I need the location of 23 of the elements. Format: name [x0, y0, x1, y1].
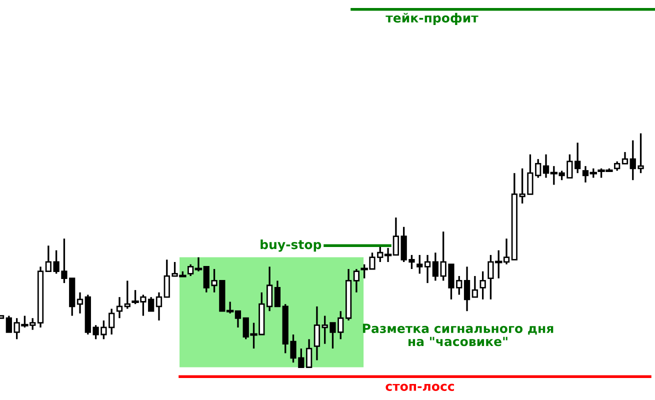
candlestick — [45, 244, 52, 272]
candlestick — [274, 280, 281, 308]
candlestick — [472, 275, 478, 298]
candlestick — [116, 296, 123, 319]
candlestick — [156, 292, 162, 322]
candlestick — [622, 151, 628, 165]
candlestick — [353, 268, 360, 294]
candlestick — [432, 252, 438, 282]
candlestick — [306, 338, 312, 368]
candlestick — [480, 270, 486, 300]
candlestick — [6, 314, 12, 333]
ref-line-label: стоп-лосс — [386, 384, 454, 391]
candlestick — [314, 306, 320, 362]
ref-line-label: buy-stop — [260, 240, 322, 252]
candlestick — [416, 254, 423, 275]
candlestick — [614, 160, 620, 172]
ref-line-label: тейк-профит — [386, 12, 478, 26]
annotation: Разметка сигнального дня на "часовике" — [362, 324, 554, 346]
candlestick — [464, 266, 470, 312]
candlestick — [266, 266, 273, 312]
candlestick — [424, 254, 431, 284]
candlestick — [124, 280, 130, 310]
candlestick — [76, 292, 84, 314]
